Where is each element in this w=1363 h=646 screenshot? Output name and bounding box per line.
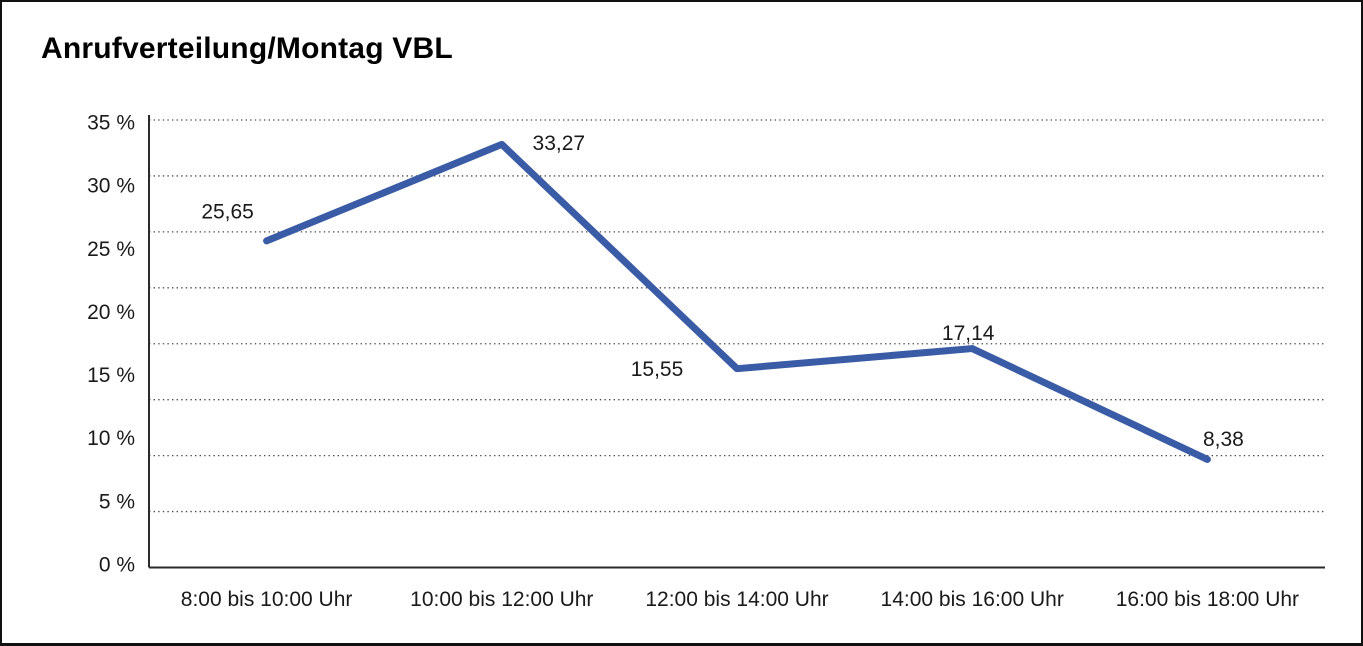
chart-title: Anrufverteilung/Montag VBL xyxy=(41,32,453,65)
y-tick-label: 15 % xyxy=(87,364,135,387)
x-category-label: 14:00 bis 16:00 Uhr xyxy=(881,588,1064,611)
point-value-label: 17,14 xyxy=(942,322,995,345)
point-value-label: 8,38 xyxy=(1203,428,1244,451)
data-line xyxy=(263,140,1211,463)
x-category-label: 8:00 bis 10:00 Uhr xyxy=(181,588,353,611)
x-category-label: 12:00 bis 14:00 Uhr xyxy=(645,588,828,611)
x-category-label: 16:00 bis 18:00 Uhr xyxy=(1116,588,1299,611)
y-tick-label: 10 % xyxy=(87,427,135,450)
point-value-label: 25,65 xyxy=(201,200,254,223)
y-tick-label: 0 % xyxy=(99,554,135,577)
x-category-label: 10:00 bis 12:00 Uhr xyxy=(410,588,593,611)
point-value-label: 15,55 xyxy=(631,358,684,381)
y-tick-label: 25 % xyxy=(87,238,135,261)
y-tick-label: 20 % xyxy=(87,301,135,324)
point-value-label: 33,27 xyxy=(533,132,586,155)
y-tick-label: 5 % xyxy=(99,490,135,513)
y-tick-label: 35 % xyxy=(87,112,135,135)
y-tick-label: 30 % xyxy=(87,175,135,198)
